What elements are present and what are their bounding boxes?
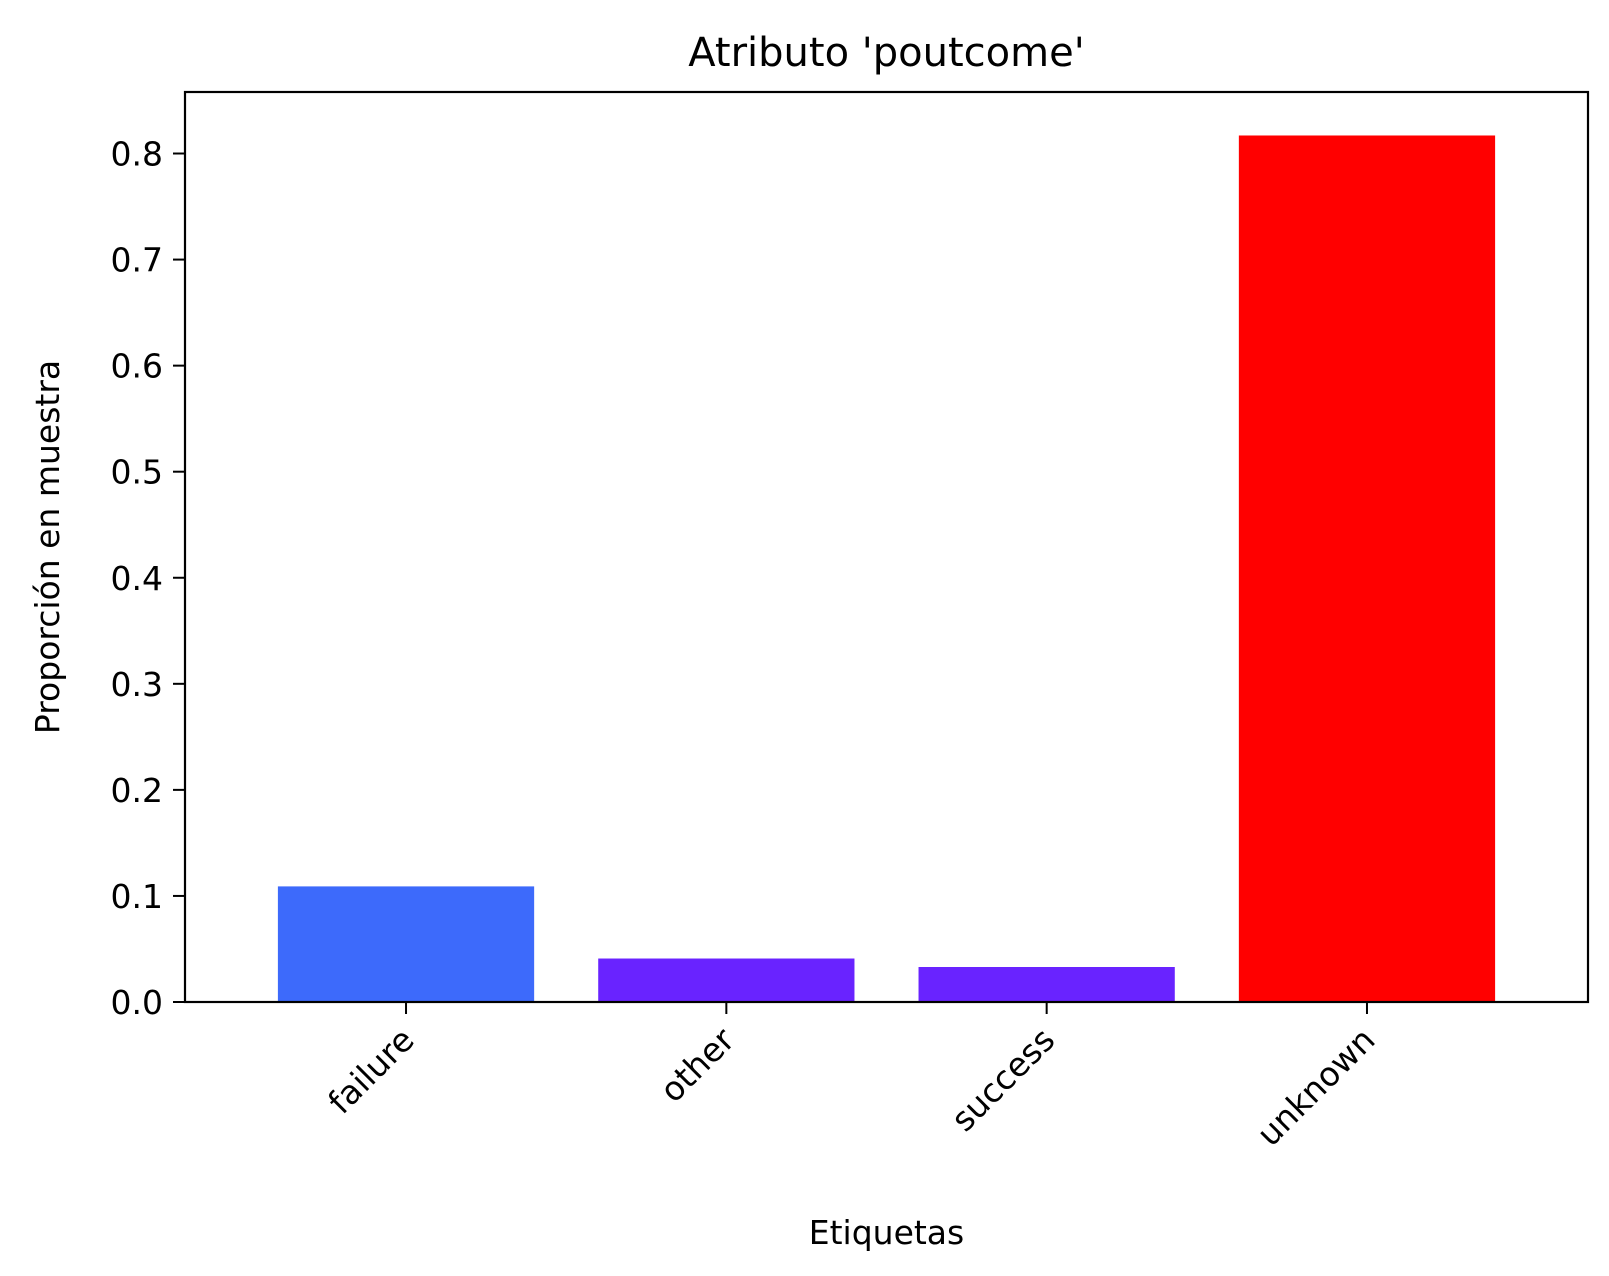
y-tick-label: 0.4 [111,559,163,598]
bar-success [918,967,1175,1002]
y-axis-title: Proporción en muestra [28,360,67,734]
x-axis-title: Etiquetas [809,1213,964,1252]
y-tick-label: 0.0 [111,983,163,1022]
chart-title: Atributo 'poutcome' [688,30,1084,76]
y-tick-label: 0.7 [111,241,163,280]
y-tick-label: 0.8 [111,135,163,174]
y-tick-label: 0.6 [111,347,163,386]
y-tick-label: 0.1 [111,877,163,916]
bars-group [277,135,1496,1002]
bar-failure [277,886,535,1002]
bar-unknown [1238,135,1496,1002]
plot-frame [183,90,1590,1004]
bar-other [598,958,855,1002]
y-tick-label: 0.5 [111,453,163,492]
y-tick-label: 0.2 [111,771,163,810]
y-axis: 0.0 0.1 0.2 0.3 0.4 0.5 0.6 0.7 0.8 [111,135,185,1022]
y-tick-label: 0.3 [111,665,163,704]
